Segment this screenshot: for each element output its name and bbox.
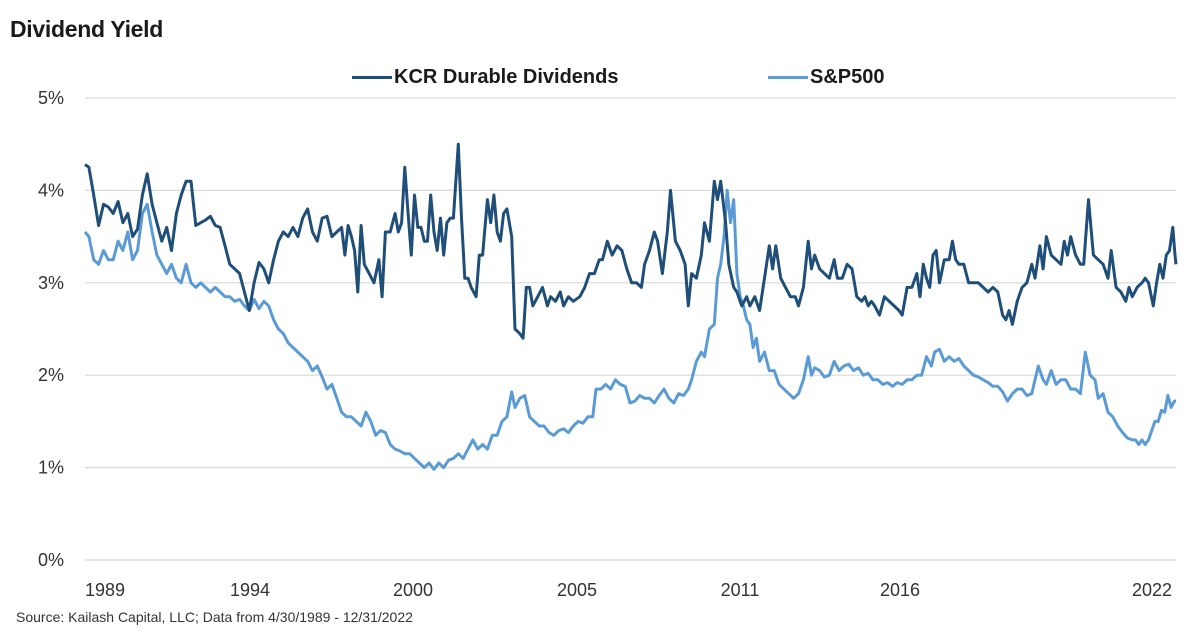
y-tick-label: 1% <box>38 458 64 478</box>
series-lines <box>83 142 1178 471</box>
y-tick-label: 2% <box>38 365 64 385</box>
y-tick-label: 3% <box>38 273 64 293</box>
legend-label-kcr: KCR Durable Dividends <box>394 66 619 88</box>
legend-item-kcr: KCR Durable Dividends <box>352 66 618 89</box>
x-tick-label: 2022 <box>1132 580 1172 600</box>
legend: KCR Durable Dividends S&P500 <box>0 66 1200 96</box>
source-note: Source: Kailash Capital, LLC; Data from … <box>16 609 413 625</box>
legend-label-sp500: S&P500 <box>810 66 885 88</box>
series-line-sp500 <box>83 188 1176 471</box>
x-tick-label: 2011 <box>721 580 760 600</box>
x-tick-label: 2016 <box>880 580 920 600</box>
x-tick-label: 2005 <box>557 580 597 600</box>
x-tick-label: 1994 <box>230 580 270 600</box>
y-tick-label: 0% <box>38 550 64 570</box>
legend-swatch-kcr <box>352 76 392 79</box>
chart-title: Dividend Yield <box>10 16 164 42</box>
y-tick-label: 4% <box>38 180 64 200</box>
x-tick-label: 2000 <box>393 580 433 600</box>
x-tick-label: 1989 <box>85 580 125 600</box>
y-tick-label: 5% <box>38 88 64 108</box>
y-axis-ticks: 0% 1% 2% 3% 4% 5% <box>38 88 64 570</box>
legend-swatch-sp500 <box>768 76 808 79</box>
x-axis-ticks: 1989 1994 2000 2005 2011 2016 2022 <box>85 580 1172 600</box>
series-line-kcr <box>84 142 1178 340</box>
gridlines <box>85 97 1176 561</box>
legend-item-sp500: S&P500 <box>768 66 885 89</box>
